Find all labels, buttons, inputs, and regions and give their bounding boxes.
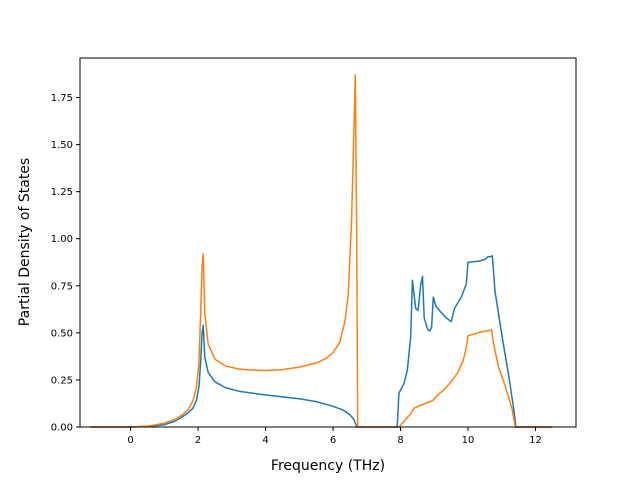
- x-tick-label: 10: [462, 435, 475, 446]
- series-layer: [90, 74, 553, 428]
- y-tick-label: 1.25: [51, 187, 73, 198]
- y-tick-label: 1.50: [51, 140, 73, 151]
- x-axis-ticks: 0 2 4 6 8 10 12: [127, 427, 542, 446]
- x-tick-label: 4: [262, 435, 268, 446]
- y-axis-ticks: 0.00 0.25 0.50 0.75 1.00 1.25 1.50 1.75: [51, 93, 80, 434]
- y-tick-label: 1.75: [51, 93, 73, 104]
- x-tick-label: 8: [397, 435, 403, 446]
- x-tick-label: 6: [330, 435, 336, 446]
- y-tick-label: 0.75: [51, 281, 73, 292]
- x-tick-label: 2: [195, 435, 201, 446]
- plot-frame: [79, 57, 577, 428]
- series-line-2: [90, 74, 553, 428]
- y-axis-label: Partial Density of States: [17, 158, 33, 326]
- series-line-1: [90, 254, 553, 428]
- x-tick-label: 0: [127, 435, 133, 446]
- y-tick-label: 0.25: [51, 375, 73, 386]
- y-tick-label: 0.00: [51, 423, 73, 434]
- y-tick-label: 1.00: [51, 234, 73, 245]
- x-tick-label: 12: [529, 435, 542, 446]
- y-tick-label: 0.50: [51, 328, 73, 339]
- x-axis-label: Frequency (THz): [271, 458, 385, 474]
